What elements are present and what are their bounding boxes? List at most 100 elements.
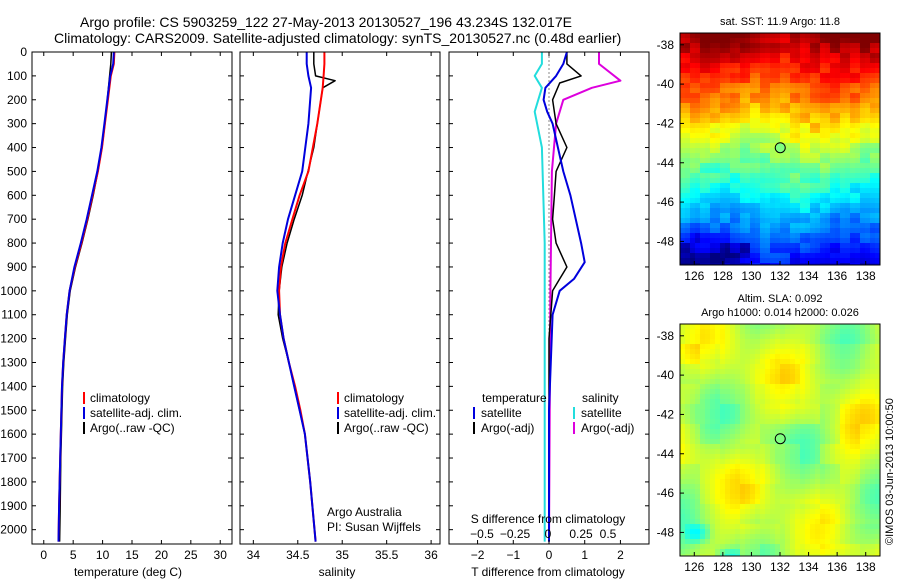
map-cell	[840, 519, 845, 524]
map-cell	[740, 238, 745, 243]
map-cell	[775, 118, 780, 123]
map-cell	[815, 334, 820, 339]
depth-tick-label: 1600	[0, 427, 27, 441]
map-cell	[720, 544, 725, 549]
map-cell	[770, 534, 775, 539]
map-cell	[690, 544, 695, 549]
map-cell	[685, 88, 690, 93]
map-cell	[685, 83, 690, 88]
map-cell	[795, 524, 800, 529]
map-cell	[765, 183, 770, 188]
map-cell	[785, 409, 790, 414]
map-cell	[815, 349, 820, 354]
map-cell	[775, 223, 780, 228]
map-cell	[875, 384, 880, 389]
map-cell	[750, 549, 755, 554]
map-cell	[820, 208, 825, 213]
map-cell	[805, 33, 810, 38]
map-cell	[730, 329, 735, 334]
map-cell	[775, 103, 780, 108]
map-cell	[685, 53, 690, 58]
map-cell	[700, 354, 705, 359]
map-cell	[715, 53, 720, 58]
map-cell	[810, 153, 815, 158]
map-cell	[850, 93, 855, 98]
map-cell	[850, 504, 855, 509]
map-cell	[795, 48, 800, 53]
map-cell	[720, 138, 725, 143]
map-cell	[765, 193, 770, 198]
map-cell	[745, 53, 750, 58]
map-cell	[775, 208, 780, 213]
map-cell	[760, 419, 765, 424]
map-cell	[755, 379, 760, 384]
map-cell	[710, 374, 715, 379]
map-cell	[785, 379, 790, 384]
map-cell	[690, 238, 695, 243]
map-cell	[680, 263, 685, 265]
map-cell	[730, 494, 735, 499]
map-cell	[685, 118, 690, 123]
map-cell	[875, 93, 880, 98]
map-cell	[860, 163, 865, 168]
map-cell	[775, 43, 780, 48]
map-cell	[825, 153, 830, 158]
map-cell	[750, 263, 755, 265]
map-cell	[775, 168, 780, 173]
map-cell	[695, 504, 700, 509]
map-cell	[870, 474, 875, 479]
map-cell	[775, 489, 780, 494]
map-cell	[795, 529, 800, 534]
map-cell	[745, 223, 750, 228]
map-cell	[820, 494, 825, 499]
map-cell	[810, 38, 815, 43]
map-cell	[860, 324, 865, 329]
map-cell	[840, 524, 845, 529]
map-cell	[730, 434, 735, 439]
map-cell	[710, 153, 715, 158]
map-cell	[805, 78, 810, 83]
map-cell	[750, 208, 755, 213]
map-cell	[835, 504, 840, 509]
map-cell	[850, 529, 855, 534]
map-cell	[785, 93, 790, 98]
map-cell	[845, 374, 850, 379]
map-cell	[735, 464, 740, 469]
map-cell	[790, 354, 795, 359]
map-cell	[855, 108, 860, 113]
map-cell	[825, 364, 830, 369]
map-cell	[725, 173, 730, 178]
map-cell	[875, 193, 880, 198]
map-cell	[770, 419, 775, 424]
sst-map: sat. SST: 11.9 Argo: 11.8 126 128 130 132 13…	[657, 16, 881, 283]
map-cell	[795, 449, 800, 454]
map-cell	[805, 494, 810, 499]
map-cell	[850, 439, 855, 444]
map-cell	[700, 464, 705, 469]
map-cell	[725, 238, 730, 243]
map-cell	[810, 68, 815, 73]
map-cell	[715, 529, 720, 534]
map-cell	[830, 168, 835, 173]
map-cell	[790, 389, 795, 394]
map-cell	[735, 454, 740, 459]
map-cell	[730, 509, 735, 514]
map-cell	[800, 334, 805, 339]
map-cell	[820, 519, 825, 524]
map-cell	[775, 203, 780, 208]
map-cell	[810, 479, 815, 484]
map-cell	[715, 33, 720, 38]
map-cell	[810, 374, 815, 379]
map-cell	[830, 379, 835, 384]
map-cell	[730, 203, 735, 208]
map-cell	[805, 449, 810, 454]
map-cell	[705, 369, 710, 374]
map-cell	[870, 329, 875, 334]
map-cell	[850, 108, 855, 113]
map-cell	[700, 258, 705, 263]
map-cell	[795, 233, 800, 238]
map-cell	[810, 218, 815, 223]
map-cell	[685, 479, 690, 484]
map-cell	[770, 208, 775, 213]
map-cell	[825, 444, 830, 449]
